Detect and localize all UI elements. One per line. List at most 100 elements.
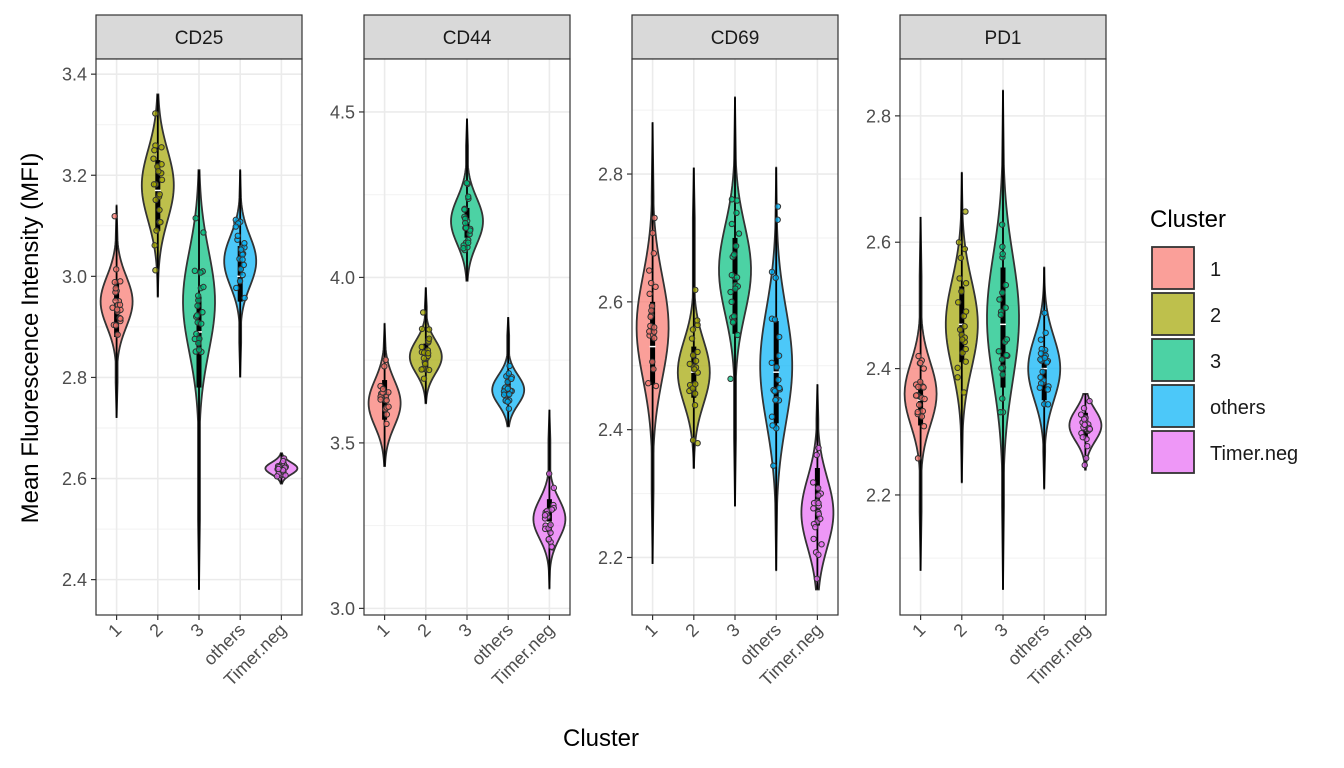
violin-group-1 [903, 216, 938, 571]
data-point [998, 365, 1005, 372]
y-tick-label: 3.5 [330, 433, 355, 453]
data-point [1081, 421, 1088, 428]
data-point [694, 439, 701, 447]
data-point [809, 479, 817, 486]
violin-group-3 [718, 96, 752, 507]
x-tick-label: 3 [723, 620, 744, 641]
data-point [691, 390, 699, 397]
data-point [915, 383, 922, 391]
data-point [381, 363, 388, 370]
data-point [689, 437, 697, 444]
data-point [156, 206, 163, 214]
data-point [152, 110, 159, 117]
data-point [810, 535, 817, 543]
data-point [962, 308, 970, 315]
data-point [1044, 386, 1052, 393]
data-point [915, 401, 923, 409]
data-point [197, 269, 204, 276]
data-point [961, 323, 968, 330]
data-point [813, 575, 821, 582]
violin-group-others [223, 169, 258, 378]
data-point [158, 161, 165, 168]
data-point [193, 330, 200, 338]
data-point [912, 392, 920, 399]
y-tick-label: 2.6 [598, 292, 623, 312]
y-tick-label: 2.8 [598, 165, 623, 185]
data-point [156, 191, 163, 198]
legend: Cluster 1 2 3 others Timer.neg [1150, 206, 1298, 474]
data-point [114, 331, 121, 338]
data-point [735, 230, 743, 237]
legend-label: 3 [1210, 351, 1221, 373]
y-tick-label: 2.4 [62, 570, 87, 590]
data-point [465, 239, 472, 246]
data-point [195, 340, 202, 347]
data-point [692, 286, 699, 294]
data-point [647, 313, 654, 320]
violin-group-timer-neg [532, 409, 567, 590]
data-point [198, 320, 205, 327]
data-point [111, 279, 118, 286]
data-point [383, 397, 390, 404]
data-point [645, 380, 652, 387]
data-point [152, 267, 159, 274]
data-point [200, 229, 207, 236]
data-point [772, 274, 779, 282]
data-point [996, 296, 1003, 303]
data-point [1086, 397, 1093, 405]
data-point [425, 366, 433, 374]
data-point [279, 457, 287, 465]
data-point [694, 317, 701, 324]
data-point [730, 251, 738, 258]
data-point [425, 326, 433, 333]
data-point [1003, 351, 1010, 359]
data-point [727, 375, 734, 383]
data-point [419, 309, 427, 316]
data-point [1081, 461, 1088, 469]
y-tick-label: 2.8 [866, 106, 891, 126]
data-point [506, 362, 513, 370]
y-tick-label: 2.8 [62, 368, 87, 388]
data-point [649, 229, 656, 237]
data-point [195, 346, 203, 353]
data-point [999, 395, 1006, 402]
data-point [772, 396, 779, 404]
legend-key [1151, 430, 1195, 474]
data-point [813, 451, 820, 459]
data-point [117, 315, 124, 322]
y-tick-label: 3.4 [62, 65, 87, 85]
data-point [500, 391, 508, 398]
data-point [729, 319, 737, 326]
legend-key [1151, 246, 1195, 290]
data-point [1041, 309, 1048, 317]
y-tick-label: 2.2 [866, 485, 891, 505]
data-point [688, 335, 696, 342]
data-point [651, 324, 658, 331]
x-tick-label: 1 [640, 620, 661, 641]
facet-title: CD25 [175, 28, 224, 49]
data-point [506, 391, 513, 398]
data-point [915, 352, 922, 360]
data-point [954, 299, 962, 306]
legend-label: 1 [1210, 259, 1221, 281]
data-point [377, 396, 384, 403]
data-point [773, 364, 780, 371]
data-point [815, 499, 822, 507]
data-point [462, 219, 469, 227]
data-point [817, 515, 824, 522]
x-tick-label: 2 [413, 620, 434, 641]
data-point [236, 277, 244, 285]
data-point [776, 333, 783, 341]
y-tick-label: 4.0 [330, 268, 355, 288]
data-point [998, 356, 1006, 363]
data-point [194, 302, 201, 310]
data-point [113, 266, 120, 273]
data-point [1077, 411, 1085, 418]
data-point [999, 250, 1006, 258]
data-point [194, 292, 202, 299]
data-point [647, 279, 655, 287]
data-point [1079, 433, 1086, 441]
data-point [112, 322, 120, 329]
data-point [691, 401, 699, 409]
